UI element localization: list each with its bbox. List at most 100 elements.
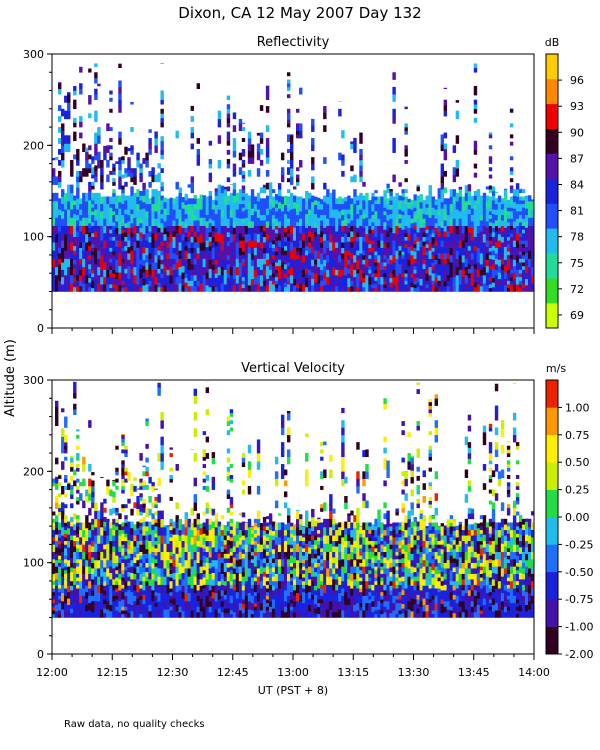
heatmap-cell (136, 196, 140, 205)
heatmap-cell (142, 517, 146, 522)
heatmap-cell (479, 264, 484, 270)
heatmap-cell (178, 242, 182, 251)
heatmap-cell (413, 284, 417, 289)
heatmap-cell (440, 163, 445, 171)
heatmap-cell (142, 233, 146, 241)
heatmap-cell (121, 544, 125, 549)
heatmap-cell (404, 123, 408, 128)
heatmap-cell (377, 284, 381, 292)
heatmap-cell (353, 145, 357, 153)
heatmap-cell (196, 236, 201, 243)
heatmap-cell (85, 598, 89, 605)
heatmap-cell (268, 209, 273, 216)
heatmap-cell (226, 241, 231, 247)
heatmap-cell (97, 576, 101, 585)
heatmap-cell (58, 127, 62, 133)
heatmap-cell (148, 275, 152, 281)
heatmap-cell (112, 590, 116, 596)
heatmap-cell (208, 611, 213, 618)
heatmap-cell (169, 613, 173, 618)
heatmap-cell (82, 595, 86, 604)
heatmap-cell (311, 138, 315, 145)
heatmap-cell (320, 258, 324, 265)
heatmap-cell (64, 606, 68, 611)
heatmap-cell (151, 540, 155, 547)
heatmap-cell (332, 275, 336, 284)
heatmap-cell (500, 264, 505, 270)
heatmap-cell (94, 236, 98, 243)
heatmap-cell (335, 214, 339, 221)
heatmap-cell (262, 242, 267, 248)
heatmap-cell (286, 222, 291, 226)
heatmap-cell (106, 269, 110, 278)
heatmap-cell (362, 268, 366, 274)
heatmap-cell (262, 553, 267, 559)
heatmap-cell (217, 576, 222, 582)
heatmap-cell (413, 236, 417, 241)
heatmap-cell (142, 580, 146, 586)
heatmap-cell (229, 573, 234, 578)
heatmap-cell (440, 265, 445, 273)
heatmap-cell (208, 140, 213, 146)
heatmap-cell (497, 201, 502, 209)
heatmap-cell (506, 280, 511, 285)
heatmap-cell (365, 250, 369, 259)
heatmap-cell (100, 502, 104, 511)
heatmap-cell (359, 154, 363, 161)
heatmap-cell (250, 559, 255, 563)
heatmap-cell (491, 236, 496, 242)
heatmap-cell (241, 222, 246, 226)
heatmap-cell (166, 198, 170, 205)
heatmap-cell (139, 559, 143, 563)
heatmap-cell (61, 269, 65, 278)
heatmap-cell (274, 254, 279, 259)
heatmap-cell (76, 225, 80, 232)
heatmap-cell (229, 242, 234, 251)
heatmap-cell (112, 273, 116, 278)
heatmap-cell (88, 195, 92, 201)
heatmap-cell (425, 240, 429, 245)
heatmap-cell (479, 253, 484, 259)
heatmap-cell (112, 189, 116, 194)
heatmap-cell (383, 218, 387, 223)
heatmap-cell (133, 551, 137, 558)
heatmap-cell (157, 576, 161, 585)
heatmap-cell (314, 222, 318, 228)
heatmap-cell (214, 259, 219, 265)
heatmap-cell (386, 203, 390, 210)
heatmap-cell (97, 609, 101, 618)
heatmap-cell (374, 247, 378, 252)
heatmap-cell (181, 598, 185, 605)
heatmap-cell (380, 211, 384, 219)
heatmap-cell (67, 102, 71, 111)
heatmap-cell (440, 208, 445, 216)
heatmap-cell (380, 262, 384, 270)
heatmap-cell (524, 253, 529, 260)
heatmap-cell (205, 595, 210, 602)
heatmap-cell (503, 233, 508, 241)
heatmap-cell (79, 566, 83, 574)
heatmap-cell (73, 277, 77, 283)
heatmap-cell (88, 99, 92, 105)
heatmap-cell (100, 535, 104, 544)
heatmap-cell (139, 533, 143, 538)
heatmap-cell (512, 214, 517, 222)
heatmap-cell (344, 242, 348, 251)
heatmap-cell (109, 262, 113, 267)
heatmap-cell (443, 285, 448, 292)
heatmap-cell (437, 188, 442, 194)
heatmap-cell (100, 159, 104, 168)
heatmap-cell (154, 500, 158, 505)
heatmap-cell (160, 411, 164, 421)
heatmap-cell (296, 273, 300, 278)
heatmap-cell (271, 526, 276, 531)
heatmap-cell (94, 88, 98, 95)
heatmap-cell (70, 599, 74, 605)
heatmap-cell (452, 174, 457, 183)
heatmap-cell (196, 606, 201, 613)
heatmap-cell (109, 540, 113, 548)
heatmap-cell (323, 227, 327, 235)
heatmap-cell (118, 265, 122, 273)
heatmap-cell (196, 154, 201, 161)
heatmap-cell (226, 590, 231, 595)
